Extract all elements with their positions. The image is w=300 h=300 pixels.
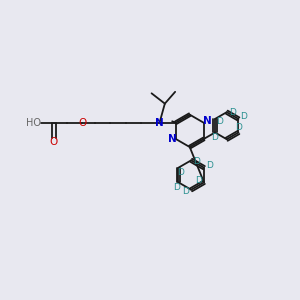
Text: D: D	[182, 187, 189, 196]
Text: O: O	[50, 137, 58, 148]
Text: D: D	[229, 108, 236, 117]
Text: HO: HO	[26, 118, 41, 128]
Text: D: D	[235, 123, 242, 132]
Text: D: D	[206, 161, 213, 170]
Text: D: D	[195, 176, 202, 184]
Text: D: D	[173, 183, 180, 192]
Text: D: D	[240, 112, 247, 121]
Text: N: N	[155, 118, 164, 128]
Text: O: O	[78, 118, 86, 128]
Text: N: N	[168, 134, 177, 144]
Text: N: N	[203, 116, 212, 126]
Text: D: D	[212, 133, 218, 142]
Text: D: D	[177, 169, 184, 178]
Text: D: D	[194, 157, 200, 166]
Text: D: D	[217, 117, 224, 126]
